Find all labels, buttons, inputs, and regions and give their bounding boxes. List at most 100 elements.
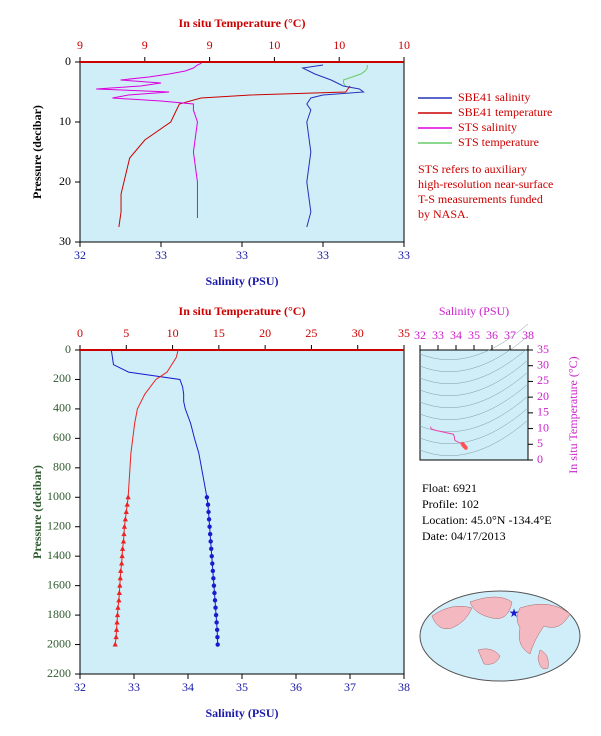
- y-tick-label: 30: [537, 357, 549, 371]
- x2-tick-label: 10: [268, 38, 280, 52]
- profile-point: [115, 604, 121, 610]
- y-tick-label: 1800: [47, 607, 71, 621]
- profile-point: [121, 523, 128, 529]
- y-tick-label: 1000: [47, 489, 71, 503]
- profile-line: [343, 65, 368, 87]
- x2-tick-label: 10: [167, 326, 179, 340]
- float-info: Location: 45.0°N -134.4°E: [422, 513, 552, 527]
- x2-tick-label: 10: [398, 38, 410, 52]
- map-land: [477, 648, 501, 665]
- x-tick-label: 32: [74, 680, 86, 694]
- profile-point: [210, 568, 216, 574]
- x-tick-label: 33: [128, 680, 140, 694]
- float-info: Date: 04/17/2013: [422, 529, 506, 543]
- profile-point: [211, 583, 217, 588]
- x-tick-label: 35: [236, 680, 248, 694]
- x-tick-label: 34: [182, 680, 194, 694]
- y-tick-label: 10: [59, 114, 71, 128]
- legend-label: SBE41 temperature: [458, 105, 552, 119]
- profile-point: [211, 576, 216, 581]
- y-tick-label: 1400: [47, 548, 71, 562]
- profile-point: [205, 502, 211, 507]
- profile-point: [207, 531, 213, 537]
- profile-point: [118, 567, 124, 573]
- y-tick-label: 0: [537, 452, 543, 466]
- x2-tick-label: 9: [207, 38, 213, 52]
- x-axis-title: Salinity (PSU): [439, 304, 509, 318]
- y-tick-label: 0: [65, 342, 71, 356]
- x-tick-label: 37: [344, 680, 356, 694]
- y-axis-title: Pressure (decibar): [30, 105, 44, 199]
- profile-point: [214, 627, 220, 633]
- x-tick-label: 32: [414, 328, 426, 342]
- density-contour: [419, 407, 529, 444]
- x2-tick-label: 0: [77, 326, 83, 340]
- profile-point: [215, 634, 220, 640]
- density-contour: [419, 335, 529, 372]
- x-tick-label: 33: [236, 248, 248, 262]
- profile-point: [208, 539, 213, 544]
- float-info: Profile: 102: [422, 497, 479, 511]
- float-info: Float: 6921: [422, 481, 477, 495]
- y-tick-label: 400: [53, 401, 71, 415]
- profile-point: [212, 598, 218, 603]
- density-contour: [419, 371, 529, 408]
- profile-point: [123, 509, 129, 514]
- y-tick-label: 1200: [47, 518, 71, 532]
- legend-label: STS salinity: [458, 120, 517, 134]
- profile-point: [122, 516, 128, 522]
- map-float-marker: ★: [509, 606, 520, 620]
- note-text: by NASA.: [418, 207, 469, 221]
- world-map: ★: [419, 590, 581, 682]
- y-tick-label: 10: [537, 420, 549, 434]
- profile-point: [119, 560, 125, 566]
- y-tick-label: 20: [59, 174, 71, 188]
- x-tick-label: 38: [398, 680, 410, 694]
- plot-background: [419, 349, 529, 461]
- map-land: [537, 649, 549, 670]
- x2-tick-label: 15: [213, 326, 225, 340]
- x-tick-label: 32: [74, 248, 86, 262]
- x2-tick-label: 10: [333, 38, 345, 52]
- y-tick-label: 600: [53, 430, 71, 444]
- density-contour: [419, 359, 529, 396]
- note-text: high-resolution near-surface: [418, 177, 553, 191]
- x2-tick-label: 25: [305, 326, 317, 340]
- profile-point: [112, 641, 118, 647]
- x-tick-label: 33: [432, 328, 444, 342]
- x-tick-label: 33: [398, 248, 410, 262]
- x-tick-label: 36: [486, 328, 498, 342]
- x2-tick-label: 9: [77, 38, 83, 52]
- legend-label: STS temperature: [458, 135, 539, 149]
- y-axis-title: In situ Temperature (°C): [566, 356, 580, 473]
- y-tick-label: 2000: [47, 636, 71, 650]
- ts-point: [464, 446, 468, 450]
- x-tick-label: 36: [290, 680, 302, 694]
- profile-point: [117, 575, 123, 581]
- y-tick-label: 15: [537, 405, 549, 419]
- x2-axis-title: In situ Temperature (°C): [179, 16, 306, 30]
- profile-point: [212, 590, 217, 596]
- profile-point: [206, 517, 212, 522]
- x2-tick-label: 35: [398, 326, 410, 340]
- profile-point: [121, 531, 127, 537]
- profile-point: [114, 612, 121, 618]
- map-land: [516, 603, 571, 655]
- note-text: STS refers to auxiliary: [418, 162, 527, 176]
- y-tick-label: 25: [537, 373, 549, 387]
- y-tick-label: 0: [65, 54, 71, 68]
- profile-point: [116, 597, 122, 603]
- y-tick-label: 20: [537, 389, 549, 403]
- profile-point: [213, 612, 219, 618]
- density-contour: [419, 419, 529, 456]
- y-tick-label: 30: [59, 234, 71, 248]
- x-tick-label: 34: [450, 328, 462, 342]
- density-contour: [419, 383, 529, 420]
- note-text: T-S measurements funded: [418, 192, 543, 206]
- profile-line: [127, 349, 179, 498]
- x-tick-label: 33: [155, 248, 167, 262]
- profile-point: [120, 538, 127, 544]
- x2-tick-label: 20: [259, 326, 271, 340]
- x2-axis-title: In situ Temperature (°C): [179, 304, 306, 318]
